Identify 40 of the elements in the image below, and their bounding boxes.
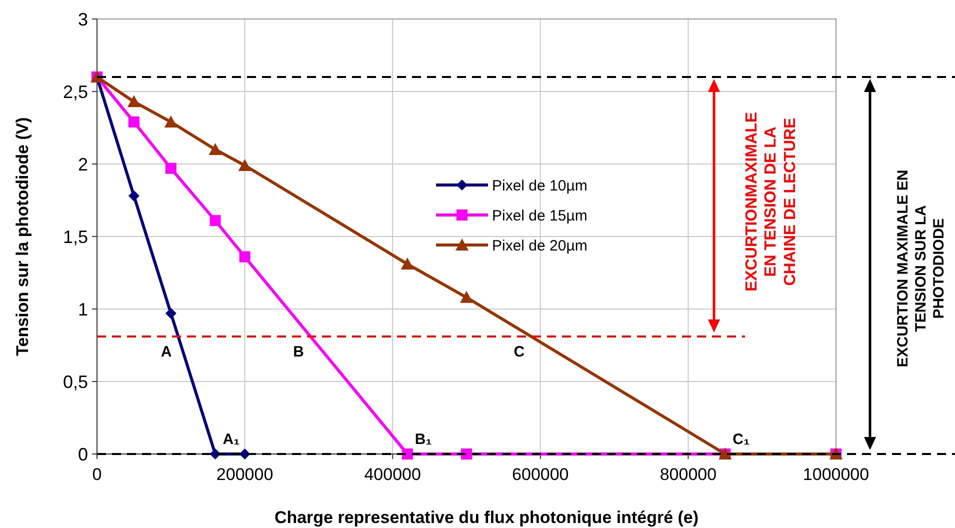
point [238,158,252,171]
legend-label: Pixel de 15µm [492,207,588,224]
y-tick-label: 1,5 [62,226,88,247]
point [461,448,472,460]
point [127,95,140,108]
text: EXCURTION MAXIMALE EN TENSION SUR LA PHOTODIODE [894,170,948,368]
x-axis-title: Charge representative du flux photonique intégré (e) [274,508,699,527]
x-tick-label: 1000000 [802,465,870,484]
point [400,258,414,270]
x-tick-label: 0 [92,465,102,484]
point [210,215,221,226]
legend-label: Pixel de 20µm [492,237,588,254]
point [128,190,140,202]
y-tick-label: 2 [78,154,88,174]
point [239,251,250,262]
point [165,308,176,319]
point [402,448,413,460]
y-tick-label: 3 [78,9,88,30]
point [164,115,178,128]
annotation: B₁ [414,431,432,448]
annotation: C₁ [732,431,750,448]
y-tick-label: 0,5 [62,372,88,392]
annotation: A [160,344,172,361]
point [128,116,140,128]
annotation: A₁ [222,431,240,448]
y-tick-label: 1 [78,299,88,320]
x-tick-label: 200000 [216,465,274,484]
y-tick-label: 0 [78,444,88,464]
annotation: B [293,344,304,361]
point [208,143,222,155]
y-axis-title: Tension sur la photodiode (V) [13,117,32,356]
x-tick-label: 400000 [364,465,421,484]
x-tick-label: 600000 [512,465,569,484]
y-tick-label: 2,5 [62,82,88,102]
legend-label: Pixel de 10µm [492,177,588,194]
point [460,290,473,303]
annotation: C [514,344,525,361]
x-tick-label: 800000 [660,465,717,484]
annotation: EXCURTIONMAXIMALE EN TENSION DE LA CHAINE DE LECTURE [743,112,799,292]
point [165,162,176,174]
